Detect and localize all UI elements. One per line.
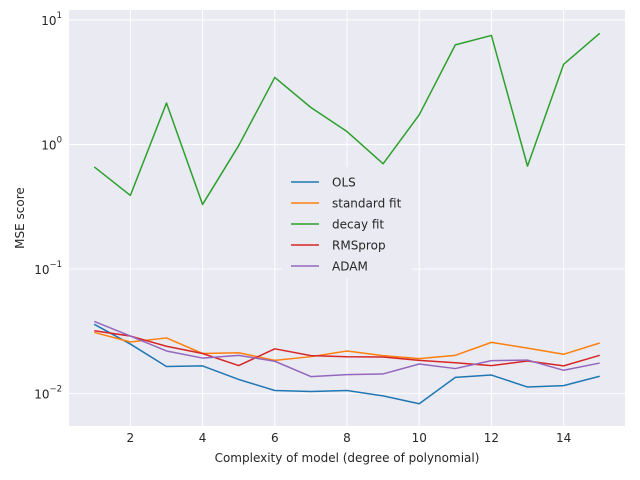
y-tick-label: 10−2 bbox=[34, 385, 62, 402]
series-layer bbox=[93, 32, 601, 405]
series-line-0 bbox=[93, 323, 600, 405]
x-tick-label: 4 bbox=[199, 431, 207, 445]
legend-box bbox=[282, 167, 412, 278]
y-tick-label: 10−1 bbox=[34, 260, 62, 277]
legend-label: RMSprop bbox=[332, 239, 386, 253]
y-tick-base: 10 bbox=[41, 138, 56, 152]
y-tick-exponent: −1 bbox=[49, 260, 62, 270]
x-tick-label: 2 bbox=[127, 431, 135, 445]
y-tick-base: 10 bbox=[34, 263, 49, 277]
y-tick-base: 10 bbox=[34, 388, 49, 402]
series-line-1 bbox=[94, 331, 600, 362]
y-tick-label: 101 bbox=[41, 11, 62, 28]
legend-label: ADAM bbox=[332, 260, 368, 274]
x-axis-ticks: 2 4 6 8 10 12 14 bbox=[127, 431, 572, 445]
legend-label: OLS bbox=[332, 176, 356, 190]
y-tick-exponent: −2 bbox=[49, 385, 62, 395]
legend: OLS standard fit decay fit RMSprop ADAM bbox=[282, 167, 412, 278]
x-tick-label: 14 bbox=[556, 431, 571, 445]
x-tick-label: 10 bbox=[412, 431, 427, 445]
x-axis-label: Complexity of model (degree of polynomia… bbox=[215, 451, 480, 465]
x-tick-label: 12 bbox=[484, 431, 499, 445]
series-line-4 bbox=[93, 320, 600, 378]
grid bbox=[69, 10, 625, 426]
y-axis-label: MSE score bbox=[13, 187, 27, 249]
y-tick-exponent: 1 bbox=[57, 11, 62, 21]
x-tick-label: 8 bbox=[343, 431, 351, 445]
legend-label: decay fit bbox=[332, 218, 384, 232]
y-tick-label: 100 bbox=[41, 135, 62, 152]
x-tick-label: 6 bbox=[271, 431, 279, 445]
y-tick-base: 10 bbox=[41, 14, 56, 28]
series-line-2 bbox=[93, 32, 601, 206]
series-line-3 bbox=[94, 329, 600, 367]
y-tick-exponent: 0 bbox=[57, 135, 62, 145]
legend-label: standard fit bbox=[332, 197, 402, 211]
